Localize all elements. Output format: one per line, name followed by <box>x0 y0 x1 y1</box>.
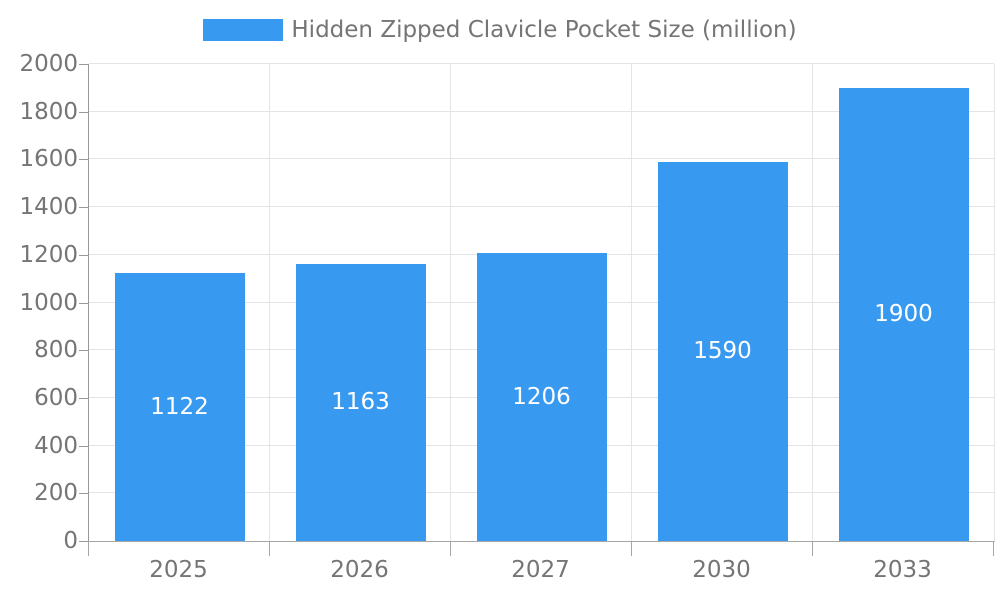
y-axis-tick-mark <box>79 493 88 495</box>
y-axis-tick-mark <box>79 302 88 304</box>
gridline-vertical <box>812 64 813 541</box>
x-axis-tick-mark <box>450 542 451 556</box>
y-axis-tick-mark <box>79 159 88 161</box>
y-axis-tick-label: 0 <box>63 528 78 554</box>
bar-value-label: 1900 <box>874 301 933 328</box>
gridline-horizontal <box>89 63 994 64</box>
y-axis-tick-mark <box>79 445 88 447</box>
gridline-horizontal <box>89 110 994 112</box>
gridline-vertical <box>450 64 451 541</box>
legend-swatch <box>203 19 284 41</box>
bar-value-label: 1163 <box>331 389 390 416</box>
y-axis-tick-label: 2000 <box>19 51 78 77</box>
gridline-horizontal <box>89 158 994 160</box>
legend-item[interactable]: Hidden Zipped Clavicle Pocket Size (mill… <box>0 17 1000 43</box>
bar-2030 <box>657 161 788 541</box>
bar-value-label: 1590 <box>693 338 752 365</box>
y-axis-tick-label: 1400 <box>19 194 78 221</box>
bar-2025 <box>114 273 245 541</box>
legend-label: Hidden Zipped Clavicle Pocket Size (mill… <box>291 17 797 43</box>
bar-2033 <box>838 87 969 541</box>
y-axis-tick-label: 1200 <box>19 241 78 268</box>
x-axis-tick-label: 2033 <box>873 557 932 583</box>
y-axis-tick-mark <box>79 254 88 256</box>
x-axis-tick-label: 2030 <box>692 557 751 583</box>
y-axis-tick-mark <box>79 350 88 352</box>
bar-2027 <box>476 253 607 541</box>
x-axis-tick-mark <box>812 542 813 556</box>
y-axis-tick-mark <box>79 207 88 209</box>
y-axis-tick-label: 1000 <box>19 289 78 316</box>
y-axis-tick-label: 400 <box>34 432 78 459</box>
plot-area: 1122 1163 1206 1590 1900 <box>88 63 995 542</box>
y-axis-tick-mark <box>79 111 88 113</box>
x-axis-tick-label: 2026 <box>330 557 389 583</box>
bar-value-label: 1122 <box>150 394 209 421</box>
y-axis-tick-label: 200 <box>34 480 78 507</box>
x-axis-tick-label: 2027 <box>511 557 570 583</box>
x-axis-tick-mark <box>631 542 632 556</box>
y-axis-tick-label: 600 <box>34 384 78 411</box>
y-axis-tick-label: 1800 <box>19 98 78 125</box>
y-axis-tick-label: 1600 <box>19 146 78 173</box>
gridline-vertical <box>269 64 270 541</box>
gridline-horizontal <box>89 206 994 208</box>
y-axis-tick-mark <box>79 397 88 399</box>
gridline-vertical <box>631 64 632 541</box>
y-axis-tick-label: 800 <box>34 337 78 364</box>
y-axis-tick-mark <box>79 541 88 542</box>
x-axis-tick-mark <box>993 542 994 556</box>
bar-2026 <box>295 263 426 541</box>
y-axis-tick-mark <box>79 64 88 65</box>
x-axis-tick-label: 2025 <box>149 557 208 583</box>
x-axis-tick-mark <box>88 542 89 556</box>
x-axis-tick-mark <box>269 542 270 556</box>
bar-value-label: 1206 <box>512 384 571 411</box>
